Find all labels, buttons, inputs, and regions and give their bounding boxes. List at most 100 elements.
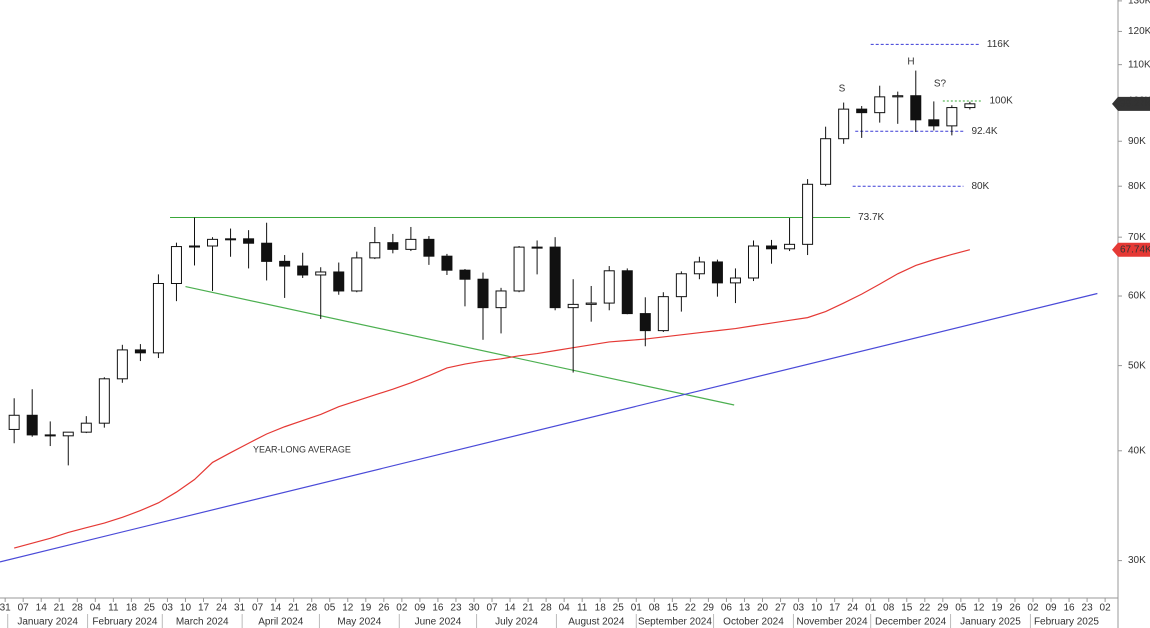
x-tick-label: 09	[1045, 603, 1057, 614]
month-label: March 2024	[176, 617, 229, 628]
x-tick-label: 04	[90, 603, 102, 614]
candle-body	[387, 242, 399, 250]
candle-body	[26, 414, 38, 436]
month-label: May 2024	[337, 617, 381, 628]
x-tick-label: 18	[126, 603, 138, 614]
month-label: December 2024	[875, 617, 947, 628]
y-tick-label: 70K	[1128, 232, 1146, 243]
x-tick-label: 22	[919, 603, 931, 614]
y-tick-label: 40K	[1128, 445, 1146, 456]
candle-body	[170, 246, 182, 285]
level-label: 92.4K	[971, 126, 997, 137]
y-tick-label: 90K	[1128, 136, 1146, 147]
x-tick-label: 30	[468, 603, 480, 614]
x-tick-label: 28	[306, 603, 318, 614]
candle-body	[8, 414, 20, 430]
x-tick-label: 18	[595, 603, 607, 614]
x-tick-label: 22	[685, 603, 697, 614]
x-tick-label: 01	[865, 603, 877, 614]
month-label: February 2024	[92, 617, 157, 628]
candle-body	[495, 290, 507, 309]
candle-body	[62, 431, 74, 437]
y-tick-label: 130K	[1128, 0, 1150, 7]
x-tick-label: 21	[54, 603, 66, 614]
candle-body	[621, 270, 633, 315]
x-tick-label: 29	[937, 603, 949, 614]
candle-body	[585, 302, 597, 305]
x-tick-label: 29	[703, 603, 715, 614]
x-tick-label: 28	[541, 603, 553, 614]
x-tick-label: 23	[450, 603, 462, 614]
candle-body	[333, 271, 345, 292]
candle-body	[188, 245, 200, 248]
x-tick-label: 25	[613, 603, 625, 614]
x-tick-label: 10	[811, 603, 823, 614]
x-tick-label: 16	[1063, 603, 1075, 614]
candle-body	[279, 260, 291, 267]
x-tick-label: 14	[504, 603, 516, 614]
pattern-annotation: H	[907, 57, 914, 68]
candle-body	[549, 246, 561, 309]
candle-body	[98, 378, 110, 424]
candle-body	[513, 246, 525, 292]
candle-body	[693, 261, 705, 275]
candle-body	[928, 119, 940, 127]
candle-body	[567, 303, 579, 309]
x-tick-label: 26	[1009, 603, 1021, 614]
price-tag	[1112, 96, 1150, 111]
candle-body	[874, 96, 886, 114]
level-label: 73.7K	[858, 212, 884, 223]
month-label: April 2024	[258, 617, 303, 628]
x-tick-label: 03	[162, 603, 174, 614]
x-tick-label: 02	[396, 603, 408, 614]
candle-body	[441, 255, 453, 271]
x-tick-label: 15	[667, 603, 679, 614]
y-tick-label: 120K	[1128, 26, 1150, 37]
x-tick-label: 17	[198, 603, 210, 614]
month-label: August 2024	[568, 617, 625, 628]
level-label: 116K	[987, 39, 1010, 50]
candle-body	[261, 242, 273, 262]
candle-body	[729, 277, 741, 284]
x-tick-label: 21	[288, 603, 300, 614]
level-label: 80K	[971, 181, 989, 192]
candle-body	[459, 269, 471, 280]
candle-body	[369, 242, 381, 259]
candle-body	[784, 243, 796, 250]
candle-body	[315, 271, 327, 276]
candle-body	[820, 138, 832, 185]
candle-body	[747, 245, 759, 279]
x-tick-label: 14	[36, 603, 48, 614]
candle-body	[802, 183, 814, 245]
price-tag-label: 67.74K	[1120, 244, 1150, 255]
candle-body	[134, 349, 146, 354]
x-tick-label: 28	[72, 603, 84, 614]
x-tick-label: 10	[180, 603, 192, 614]
candle-body	[405, 238, 417, 250]
x-tick-label: 19	[360, 603, 372, 614]
candle-body	[225, 238, 237, 241]
candle-body	[152, 283, 164, 354]
x-tick-label: 09	[414, 603, 426, 614]
x-tick-label: 07	[486, 603, 498, 614]
price-tag-label: 99.27K	[1120, 98, 1150, 109]
x-tick-label: 06	[721, 603, 733, 614]
trendline	[0, 292, 1098, 563]
month-label: January 2024	[17, 617, 78, 628]
candle-body	[675, 273, 687, 298]
x-tick-label: 02	[1027, 603, 1039, 614]
y-tick-label: 30K	[1128, 555, 1146, 566]
x-tick-label: 26	[378, 603, 390, 614]
candle-body	[243, 238, 255, 244]
candle-body	[531, 246, 543, 249]
price-tag	[1112, 242, 1150, 257]
x-tick-label: 12	[973, 603, 985, 614]
x-tick-label: 08	[649, 603, 661, 614]
y-tick-label: 110K	[1128, 59, 1150, 70]
candle-body	[766, 245, 778, 250]
x-tick-label: 07	[252, 603, 264, 614]
candle-body	[351, 257, 363, 292]
candle-body	[116, 349, 128, 380]
x-tick-label: 05	[324, 603, 336, 614]
x-tick-label: 16	[432, 603, 444, 614]
